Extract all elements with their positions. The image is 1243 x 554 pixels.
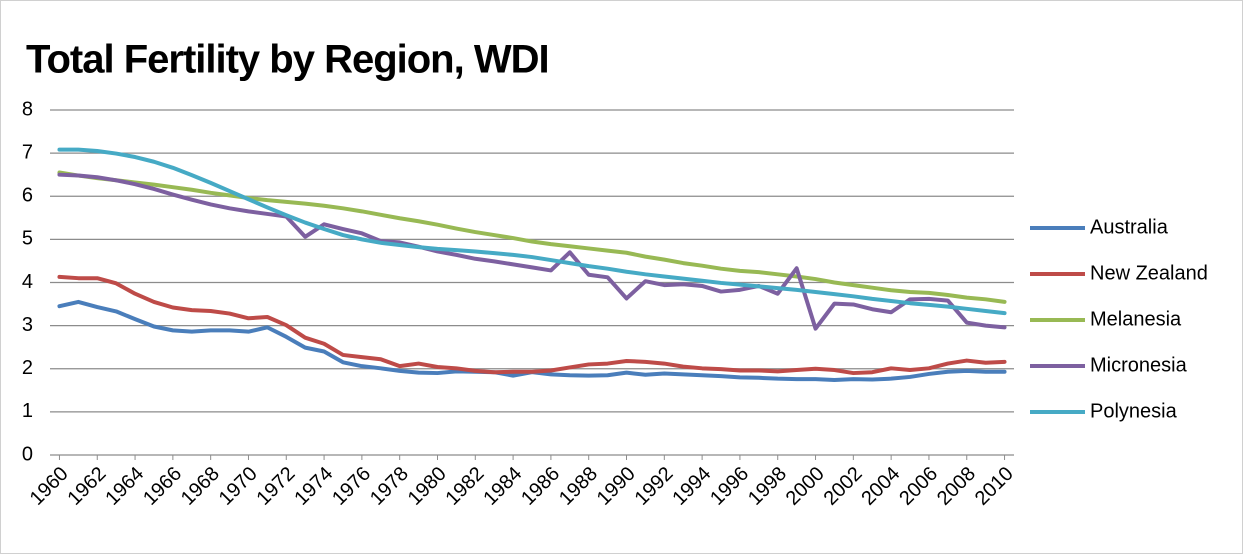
legend-label: Australia: [1090, 216, 1169, 238]
legend-label: New Zealand: [1090, 262, 1208, 284]
series-line: [57, 147, 1007, 316]
y-tick-label: 5: [22, 228, 33, 250]
y-tick-label: 4: [22, 271, 33, 293]
legend-label: Micronesia: [1090, 354, 1188, 376]
y-tick-label: 2: [22, 357, 33, 379]
series-line: [57, 274, 1007, 376]
y-tick-label: 3: [22, 314, 33, 336]
legend-label: Polynesia: [1090, 400, 1178, 422]
series-line: [57, 172, 1007, 331]
y-tick-label: 1: [22, 400, 33, 422]
y-tick-label: 8: [22, 98, 33, 120]
chart-title: Total Fertility by Region, WDI: [26, 38, 549, 82]
y-tick-label: 0: [22, 443, 33, 465]
legend-label: Melanesia: [1090, 308, 1182, 330]
y-tick-label: 7: [22, 141, 33, 163]
y-tick-label: 6: [22, 185, 33, 207]
series-line: [57, 170, 1007, 304]
